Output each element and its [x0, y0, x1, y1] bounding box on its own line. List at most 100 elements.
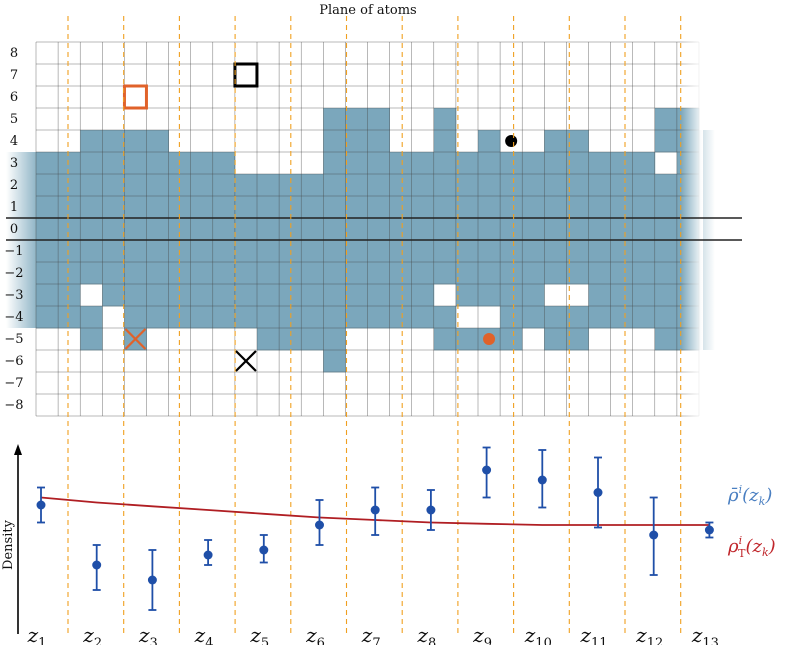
atom-cell	[500, 306, 523, 329]
atom-cell	[102, 130, 125, 153]
atom-cell	[58, 262, 81, 285]
atom-cell	[234, 174, 258, 197]
atom-cell	[455, 240, 479, 263]
atom-cell	[323, 174, 346, 197]
atom-cell	[500, 196, 523, 219]
atom-cell	[58, 174, 81, 197]
atom-cell	[146, 262, 169, 285]
atom-cell	[234, 284, 258, 307]
density-axis-arrow	[14, 444, 22, 455]
slice-label: z9	[472, 623, 492, 645]
row-label: 2	[10, 178, 18, 193]
atom-cell	[522, 262, 545, 285]
atom-cell	[80, 306, 103, 329]
atom-cell	[58, 218, 81, 241]
atom-cell	[433, 218, 457, 241]
slice-label: z12	[635, 623, 663, 645]
atom-cell	[345, 306, 368, 329]
atom-cell	[500, 218, 523, 241]
atom-cell	[500, 328, 523, 351]
atom-cell	[433, 174, 457, 197]
atom-cell	[500, 152, 523, 175]
atom-cell	[544, 328, 567, 351]
slice-label: z7	[361, 623, 381, 645]
density-point	[203, 539, 213, 566]
atom-cell	[566, 218, 589, 241]
density-point	[92, 544, 102, 591]
row-label: −7	[4, 376, 23, 391]
atom-cell	[389, 262, 413, 285]
atom-grid: 8 7 6 5 4 3 2 1 0 −1 −2 −3 −4 −5 −6 −7 −8	[4, 40, 742, 418]
atom-cell	[124, 130, 147, 153]
atom-cell	[212, 262, 236, 285]
atom-cell	[345, 240, 368, 263]
atom-cell	[124, 306, 147, 329]
row-label: 6	[10, 90, 18, 105]
slice-label: z8	[416, 623, 436, 645]
atom-cell	[323, 152, 346, 175]
atom-cell	[124, 284, 147, 307]
point-marker	[482, 465, 492, 475]
atom-cell	[234, 240, 258, 263]
grid-fade-right	[681, 40, 703, 418]
atom-cell	[279, 328, 302, 351]
atom-cell	[389, 218, 413, 241]
atom-cell	[433, 108, 457, 131]
row-label: 0	[10, 222, 18, 237]
atom-cell	[654, 328, 678, 351]
atom-cell	[367, 152, 390, 175]
point-marker	[649, 530, 659, 540]
atom-cell	[124, 174, 147, 197]
atom-cell	[654, 196, 678, 219]
atom-cell	[146, 174, 169, 197]
atom-cell	[566, 328, 589, 351]
atom-cell	[301, 328, 324, 351]
atom-cell	[654, 130, 678, 153]
atom-cell	[58, 284, 81, 307]
slice-label: z11	[579, 623, 607, 645]
atom-cell	[433, 306, 457, 329]
density-points	[36, 446, 714, 611]
slice-label: z2	[82, 623, 102, 645]
atom-cell	[124, 262, 147, 285]
occupied-cells	[36, 108, 700, 373]
atom-cell	[257, 240, 280, 263]
slice-dividers	[67, 16, 682, 636]
atom-cell	[588, 174, 611, 197]
atom-cell	[301, 218, 324, 241]
orange-dot-marker	[483, 333, 496, 345]
atom-cell	[80, 130, 103, 153]
atom-cell	[345, 174, 368, 197]
atom-cell	[257, 218, 280, 241]
atom-cell	[80, 174, 103, 197]
atom-cell	[257, 306, 280, 329]
atom-cell	[566, 240, 589, 263]
atom-cell	[544, 152, 567, 175]
atom-cell	[367, 218, 390, 241]
atom-cell	[212, 152, 236, 175]
atom-cell	[345, 130, 368, 153]
atom-cell	[654, 240, 678, 263]
atom-cell	[566, 262, 589, 285]
atom-cell	[654, 218, 678, 241]
slice-label: z10	[524, 623, 552, 645]
atom-cell	[190, 152, 214, 175]
point-marker	[147, 575, 157, 585]
atom-cell	[190, 174, 214, 197]
slice-labels: z1 z2 z3 z4 z5 z6 z7 z8 z9 z10 z11 z12 z13	[27, 623, 719, 645]
density-point	[426, 489, 436, 531]
row-label: 3	[10, 156, 18, 171]
atom-cell	[478, 130, 501, 153]
atom-cell	[323, 306, 346, 329]
atom-cell	[411, 196, 435, 219]
atom-cell	[544, 262, 567, 285]
density-point	[704, 521, 714, 539]
atom-cell	[124, 152, 147, 175]
atom-cell	[632, 218, 656, 241]
row-label: −2	[4, 266, 23, 281]
atom-cell	[80, 218, 103, 241]
row-label: 5	[10, 112, 18, 127]
atom-cell	[301, 306, 324, 329]
atom-cell	[632, 196, 656, 219]
